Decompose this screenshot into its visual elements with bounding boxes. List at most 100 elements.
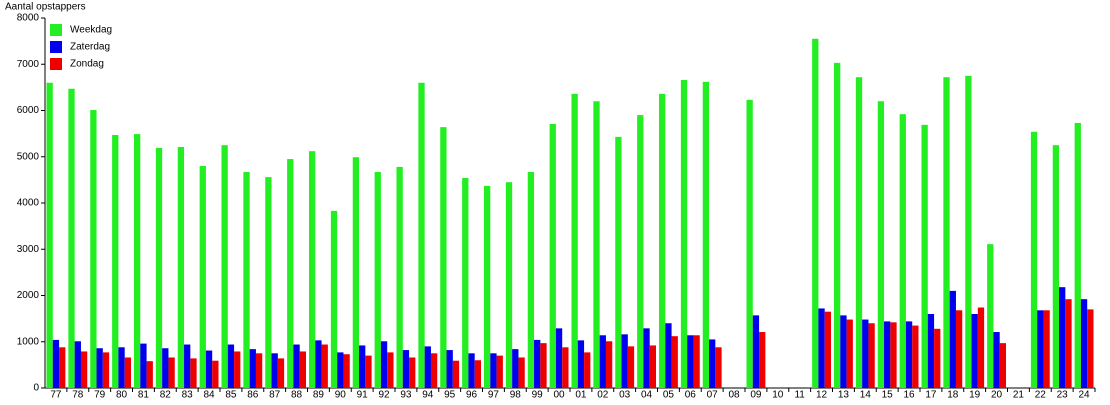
bar (505, 182, 513, 388)
x-tick-label: 79 (94, 390, 106, 400)
bar (352, 157, 360, 388)
bar (512, 349, 519, 388)
bar (474, 360, 481, 388)
bar (627, 346, 635, 388)
x-tick-label: 92 (379, 390, 391, 400)
bar (418, 82, 425, 388)
x-tick-label: 08 (729, 390, 741, 400)
x-tick-label: 20 (991, 390, 1003, 400)
bar (155, 147, 163, 388)
x-tick-label: 88 (291, 390, 303, 400)
y-tick-label: 6000 (17, 105, 40, 116)
x-tick-label: 06 (685, 390, 697, 400)
bar (162, 348, 169, 388)
bar (1043, 310, 1050, 388)
bar (846, 319, 853, 388)
x-tick-label: 05 (663, 390, 675, 400)
legend-swatch (50, 58, 62, 70)
bar (687, 335, 694, 388)
bar (293, 344, 300, 388)
x-tick-label: 98 (510, 390, 522, 400)
x-tick-label: 22 (1035, 390, 1047, 400)
bar (637, 115, 644, 388)
bar (1087, 309, 1094, 388)
x-tick-label: 11 (794, 390, 805, 400)
bar (184, 344, 191, 388)
bar (271, 353, 278, 388)
bar (752, 315, 760, 388)
x-tick-label: 01 (575, 390, 587, 400)
bar (140, 343, 147, 388)
x-tick-label: 80 (116, 390, 128, 400)
bar (168, 357, 175, 388)
bar (221, 145, 228, 388)
legend-label: Weekdag (70, 25, 112, 36)
bar (671, 336, 678, 388)
bar (605, 341, 613, 388)
bar (484, 185, 491, 388)
bar (309, 151, 316, 388)
bar (90, 110, 97, 388)
x-tick-label: 18 (947, 390, 959, 400)
x-tick-label: 77 (50, 390, 62, 400)
bar (599, 335, 606, 388)
bar (287, 159, 294, 388)
bar (265, 177, 272, 388)
bar (905, 321, 913, 388)
y-axis-label: Aantal opstappers (5, 2, 86, 13)
x-tick-label: 19 (969, 390, 981, 400)
x-tick-label: 10 (772, 390, 784, 400)
bar (102, 352, 110, 388)
legend-swatch (50, 24, 62, 36)
y-tick-label: 8000 (17, 13, 40, 24)
bar (234, 351, 241, 388)
bar (80, 351, 88, 388)
x-tick-label: 94 (422, 390, 434, 400)
y-tick-label: 7000 (17, 59, 40, 70)
bar (396, 166, 403, 388)
bar (649, 345, 656, 388)
bar (462, 178, 469, 388)
bar (124, 357, 131, 388)
bar (921, 124, 928, 389)
bar (993, 332, 1000, 388)
legend-label: Zondag (70, 59, 104, 70)
bar (577, 340, 585, 388)
bar (571, 93, 578, 388)
y-tick-label: 3000 (17, 244, 40, 255)
bar (315, 340, 322, 388)
bar (659, 93, 666, 388)
bar (1037, 310, 1044, 388)
x-tick-label: 82 (160, 390, 172, 400)
x-tick-label: 04 (641, 390, 653, 400)
y-tick-label: 4000 (17, 198, 40, 209)
x-tick-label: 09 (750, 390, 762, 400)
bar (343, 354, 350, 388)
bar (621, 334, 628, 388)
x-tick-label: 13 (838, 390, 850, 400)
bar (615, 136, 622, 388)
bar (746, 99, 753, 389)
legend-label: Zaterdag (70, 42, 110, 53)
bar (927, 314, 935, 388)
bar (584, 352, 591, 388)
bar (424, 346, 431, 388)
y-tick-label: 2000 (17, 290, 40, 301)
bar (534, 339, 541, 388)
bar (855, 77, 863, 388)
bar (555, 328, 563, 388)
bar (440, 127, 447, 389)
bar (949, 290, 956, 388)
bar (1074, 122, 1081, 389)
bar (812, 38, 819, 388)
bar (321, 344, 328, 388)
bar (715, 347, 722, 388)
bar (818, 308, 825, 388)
x-tick-label: 87 (269, 390, 281, 400)
x-tick-label: 14 (860, 390, 872, 400)
bar (943, 77, 950, 388)
bar (430, 353, 438, 388)
x-tick-label: 91 (357, 390, 369, 400)
bar (118, 347, 125, 388)
x-tick-label: 07 (707, 390, 719, 400)
